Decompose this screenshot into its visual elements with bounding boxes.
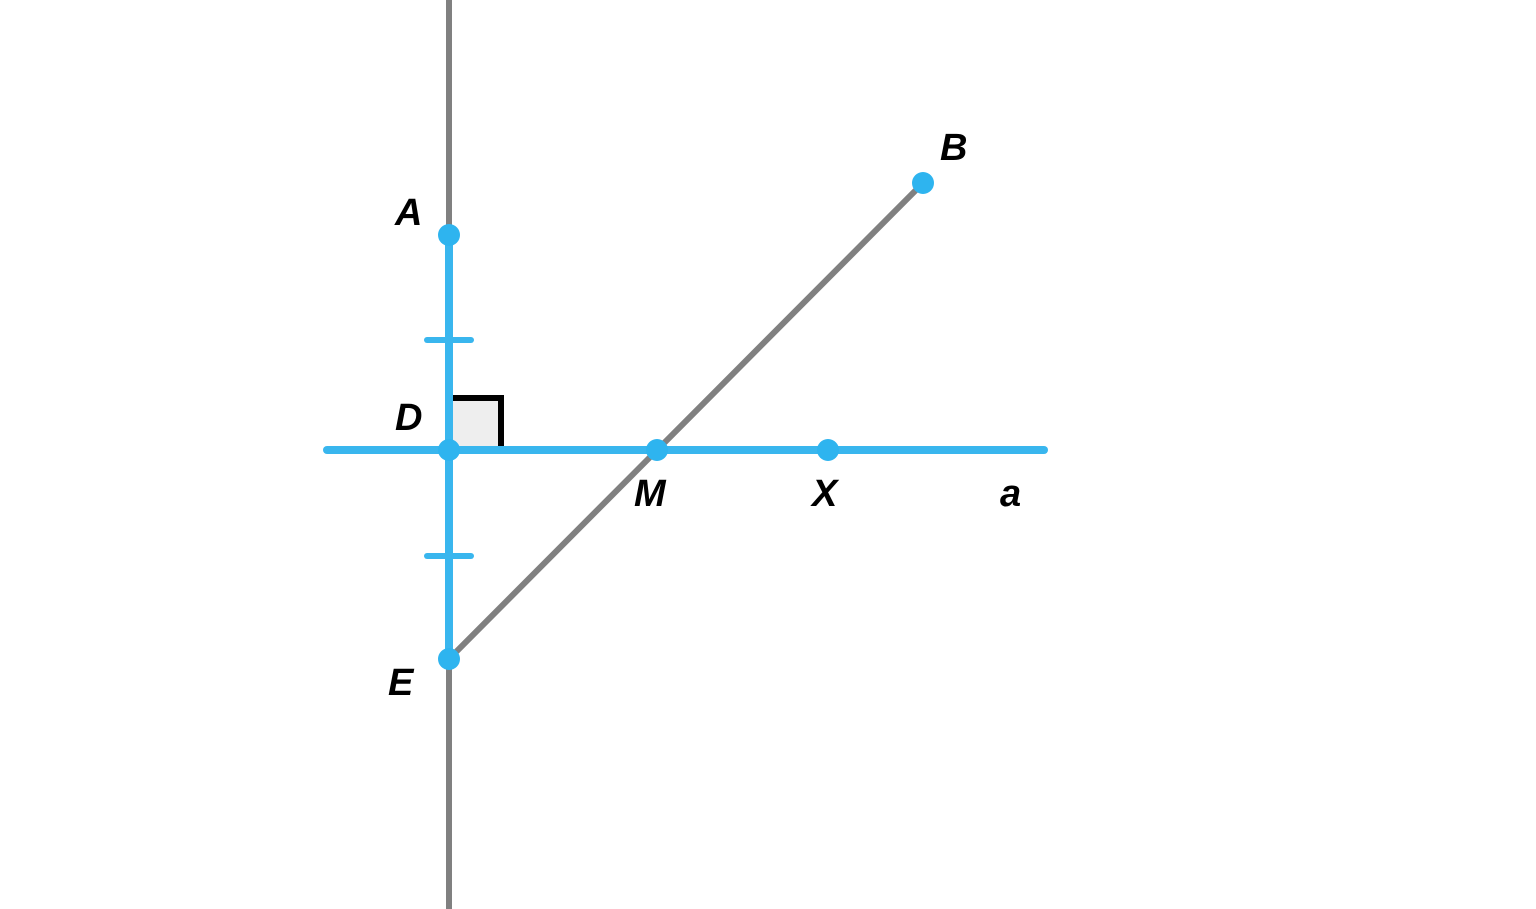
label-D: D <box>395 397 422 439</box>
point-E <box>438 648 460 670</box>
line-EB <box>449 183 923 659</box>
label-B: B <box>940 127 967 169</box>
point-X <box>817 439 839 461</box>
label-A: A <box>394 192 422 234</box>
label-a: a <box>1000 473 1021 515</box>
label-E: E <box>388 662 415 704</box>
point-M <box>646 439 668 461</box>
point-B <box>912 172 934 194</box>
point-A <box>438 224 460 246</box>
label-X: X <box>810 473 840 515</box>
label-M: M <box>634 473 667 515</box>
geometry-diagram: A D E M X Ba <box>0 0 1536 909</box>
right-angle-fill <box>449 398 501 450</box>
point-D <box>438 439 460 461</box>
